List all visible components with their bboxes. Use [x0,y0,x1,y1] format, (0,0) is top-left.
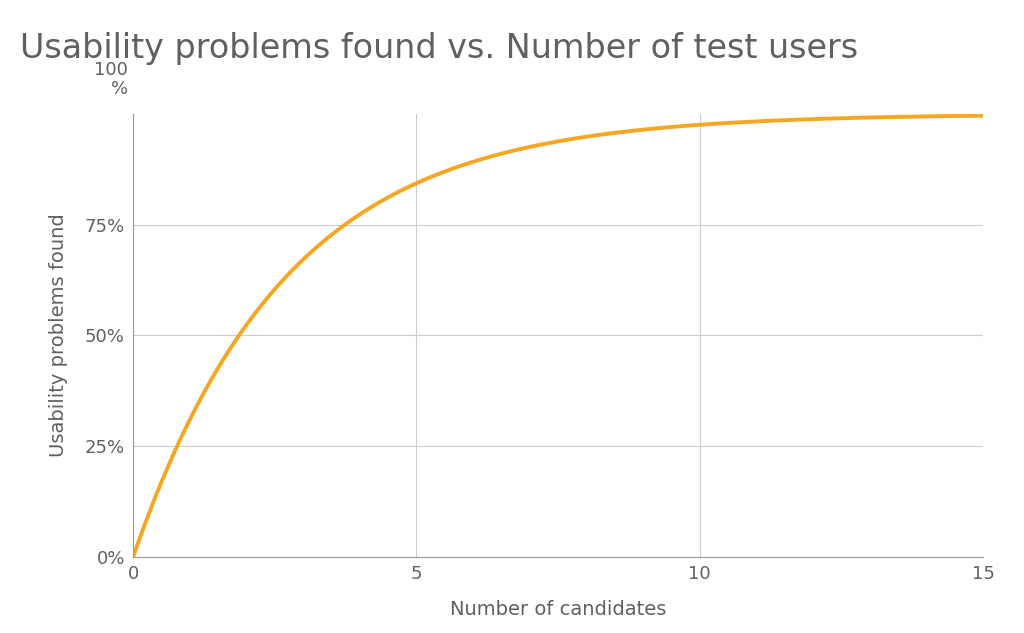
Text: Usability problems found vs. Number of test users: Usability problems found vs. Number of t… [20,32,858,65]
Text: %: % [111,80,128,98]
Text: 100: 100 [94,61,128,79]
X-axis label: Number of candidates: Number of candidates [450,600,667,619]
Y-axis label: Usability problems found: Usability problems found [49,213,68,458]
